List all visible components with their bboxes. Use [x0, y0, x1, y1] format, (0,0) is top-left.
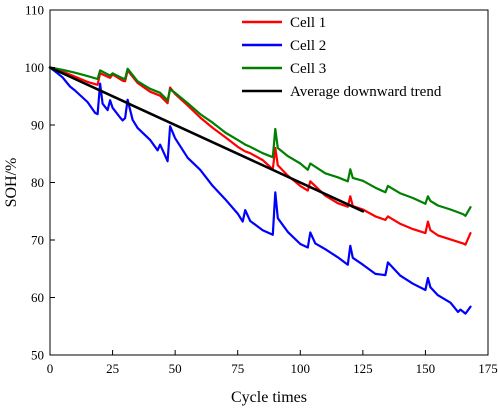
- y-tick-label: 70: [31, 233, 44, 248]
- legend-entry: Cell 3: [242, 61, 326, 77]
- y-tick-label: 110: [25, 3, 44, 18]
- x-tick-label: 0: [47, 361, 54, 376]
- x-tick-label: 100: [291, 361, 311, 376]
- y-tick-label: 80: [31, 175, 44, 190]
- legend-label: Cell 3: [290, 61, 326, 77]
- x-tick-label: 50: [169, 361, 182, 376]
- y-tick-label: 50: [31, 348, 44, 363]
- x-tick-label: 25: [106, 361, 119, 376]
- x-axis-title: Cycle times: [231, 389, 307, 406]
- series-average-downward-trend: [48, 66, 365, 213]
- legend-entry: Cell 1: [242, 15, 326, 31]
- x-tick-label: 75: [231, 361, 244, 376]
- series-line: [48, 66, 472, 217]
- y-tick-label: 60: [31, 290, 44, 305]
- legend: Cell 1 Cell 2 Cell 3 Average downward trend: [242, 15, 442, 100]
- legend-label: Cell 1: [290, 15, 326, 31]
- legend-label: Average downward trend: [290, 84, 442, 100]
- series-cell-3: [48, 66, 472, 217]
- series-layer: [48, 66, 472, 315]
- x-tick-label: 150: [416, 361, 436, 376]
- plot-area-frame: [49, 9, 489, 356]
- series-cell-2: [48, 66, 472, 315]
- y-axis-title: SOH/%: [3, 158, 20, 208]
- legend-entry: Average downward trend: [242, 84, 442, 100]
- series-line: [48, 66, 472, 315]
- x-tick-label: 175: [478, 361, 498, 376]
- legend-entry: Cell 2: [242, 38, 326, 54]
- y-tick-label: 100: [25, 60, 45, 75]
- axis-ticks: 0 25 50 75 100 125 150 175 50 60 70 80 90 100 110: [25, 3, 498, 377]
- x-tick-label: 125: [353, 361, 373, 376]
- legend-label: Cell 2: [290, 38, 326, 54]
- series-line: [48, 66, 365, 213]
- y-tick-label: 90: [31, 118, 44, 133]
